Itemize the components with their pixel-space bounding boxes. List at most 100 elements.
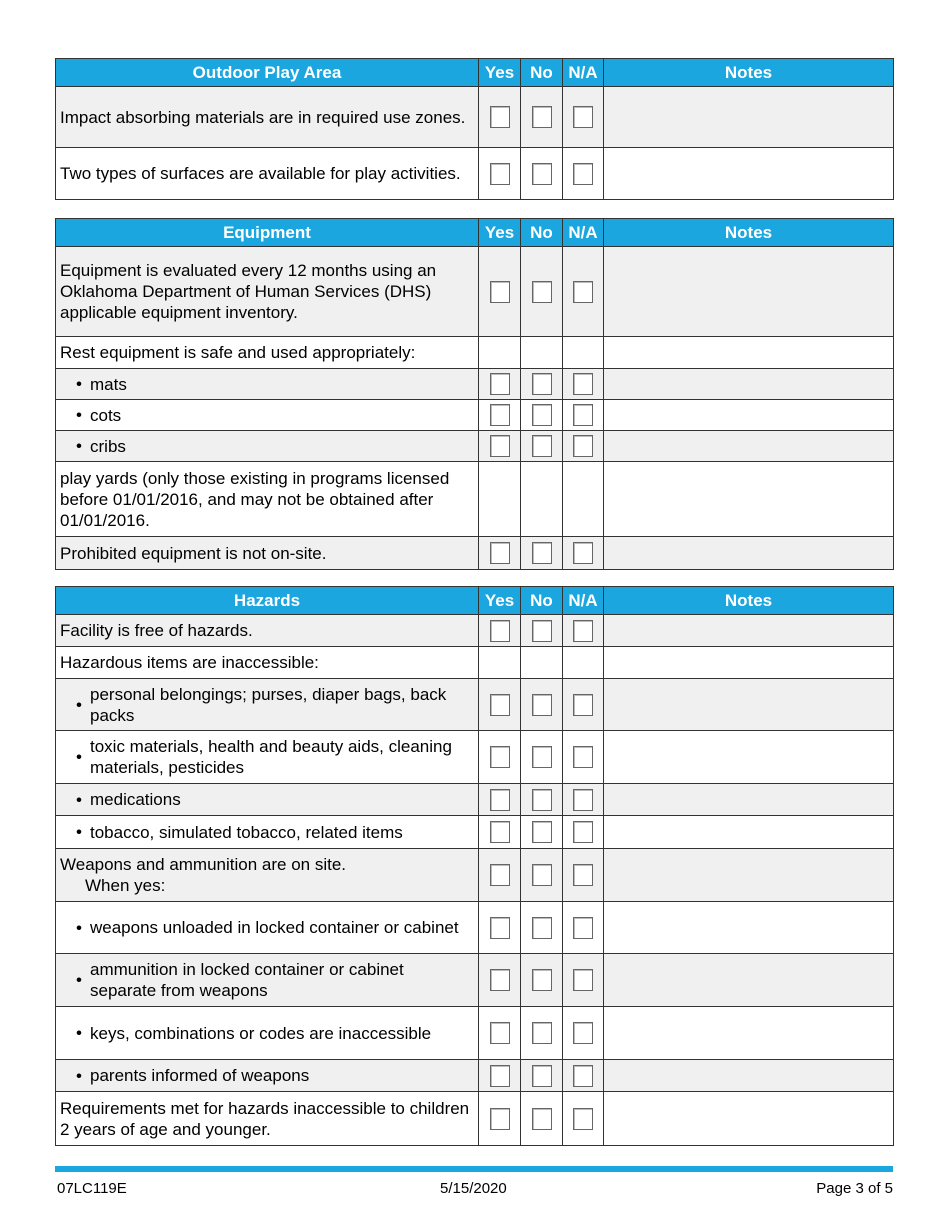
item-text-cell: • keys, combinations or codes are inacces…	[55, 1006, 479, 1060]
item-text-cell: Equipment is evaluated every 12 months u…	[55, 246, 479, 337]
yes-checkbox[interactable]	[489, 1107, 510, 1130]
notes-field[interactable]	[603, 536, 894, 570]
yes-checkbox[interactable]	[489, 821, 510, 844]
notes-header: Notes	[603, 218, 894, 247]
checklist-row: • mats	[55, 368, 894, 400]
yes-checkbox[interactable]	[489, 404, 510, 427]
no-header: No	[520, 58, 563, 87]
notes-field[interactable]	[603, 953, 894, 1007]
na-checkbox[interactable]	[573, 693, 593, 716]
na-checkbox[interactable]	[573, 162, 593, 185]
notes-field[interactable]	[603, 1059, 894, 1092]
notes-field[interactable]	[603, 848, 894, 902]
yes-checkbox[interactable]	[489, 373, 510, 396]
na-checkbox[interactable]	[573, 1022, 593, 1045]
yes-header: Yes	[478, 58, 521, 87]
yes-checkbox[interactable]	[489, 435, 510, 458]
na-cell	[562, 336, 604, 369]
notes-field[interactable]	[603, 783, 894, 816]
no-checkbox[interactable]	[531, 1064, 552, 1087]
no-checkbox[interactable]	[531, 280, 552, 303]
notes-field[interactable]	[603, 399, 894, 431]
item-text: keys, combinations or codes are inaccess…	[90, 1023, 432, 1043]
bullet-icon: •	[76, 374, 82, 394]
yes-checkbox[interactable]	[489, 864, 510, 887]
notes-field[interactable]	[603, 147, 894, 200]
notes-header: Notes	[603, 586, 894, 615]
yes-cell	[478, 86, 521, 148]
na-cell	[562, 783, 604, 816]
notes-field[interactable]	[603, 614, 894, 647]
na-checkbox[interactable]	[573, 746, 593, 769]
notes-field[interactable]	[603, 901, 894, 954]
no-checkbox[interactable]	[531, 693, 552, 716]
item-text-cell: • medications	[55, 783, 479, 816]
no-checkbox[interactable]	[531, 619, 552, 642]
notes-field[interactable]	[603, 368, 894, 400]
no-checkbox[interactable]	[531, 916, 552, 939]
item-text-cell: Hazardous items are inaccessible:	[55, 646, 479, 679]
na-checkbox[interactable]	[573, 435, 593, 458]
na-checkbox[interactable]	[573, 1107, 593, 1130]
notes-field[interactable]	[603, 86, 894, 148]
no-checkbox[interactable]	[531, 404, 552, 427]
no-checkbox[interactable]	[531, 542, 552, 565]
no-checkbox[interactable]	[531, 969, 552, 992]
no-checkbox[interactable]	[531, 106, 552, 129]
no-cell	[520, 646, 563, 679]
yes-checkbox[interactable]	[489, 1022, 510, 1045]
na-checkbox[interactable]	[573, 619, 593, 642]
na-checkbox[interactable]	[573, 280, 593, 303]
na-checkbox[interactable]	[573, 106, 593, 129]
yes-checkbox[interactable]	[489, 916, 510, 939]
checklist-row: play yards (only those existing in progr…	[55, 461, 894, 537]
yes-cell	[478, 147, 521, 200]
checklist-row: Rest equipment is safe and used appropri…	[55, 336, 894, 369]
no-checkbox[interactable]	[531, 435, 552, 458]
no-checkbox[interactable]	[531, 864, 552, 887]
no-checkbox[interactable]	[531, 821, 552, 844]
yes-checkbox[interactable]	[489, 788, 510, 811]
bullet-icon: •	[76, 1023, 82, 1043]
item-text-cell: Rest equipment is safe and used appropri…	[55, 336, 479, 369]
yes-checkbox[interactable]	[489, 106, 510, 129]
yes-checkbox[interactable]	[489, 280, 510, 303]
yes-checkbox[interactable]	[489, 1064, 510, 1087]
yes-checkbox[interactable]	[489, 693, 510, 716]
notes-field[interactable]	[603, 678, 894, 731]
no-checkbox[interactable]	[531, 746, 552, 769]
notes-field[interactable]	[603, 430, 894, 462]
na-cell	[562, 646, 604, 679]
na-checkbox[interactable]	[573, 969, 593, 992]
bullet-icon: •	[76, 918, 82, 937]
na-checkbox[interactable]	[573, 821, 593, 844]
checklist-row: • tobacco, simulated tobacco, related ite…	[55, 815, 894, 849]
notes-field[interactable]	[603, 1091, 894, 1146]
notes-field[interactable]	[603, 246, 894, 337]
na-header: N/A	[562, 218, 604, 247]
no-checkbox[interactable]	[531, 788, 552, 811]
na-checkbox[interactable]	[573, 788, 593, 811]
na-checkbox[interactable]	[573, 373, 593, 396]
yes-checkbox[interactable]	[489, 969, 510, 992]
notes-field[interactable]	[603, 1006, 894, 1060]
na-cell	[562, 461, 604, 537]
yes-checkbox[interactable]	[489, 746, 510, 769]
na-cell	[562, 1091, 604, 1146]
item-text: Equipment is evaluated every 12 months u…	[60, 261, 437, 322]
no-checkbox[interactable]	[531, 162, 552, 185]
notes-field[interactable]	[603, 815, 894, 849]
no-checkbox[interactable]	[531, 1022, 552, 1045]
na-checkbox[interactable]	[573, 864, 593, 887]
na-cell	[562, 614, 604, 647]
yes-checkbox[interactable]	[489, 619, 510, 642]
no-checkbox[interactable]	[531, 1107, 552, 1130]
na-checkbox[interactable]	[573, 404, 593, 427]
yes-checkbox[interactable]	[489, 542, 510, 565]
na-checkbox[interactable]	[573, 542, 593, 565]
notes-field[interactable]	[603, 730, 894, 784]
yes-checkbox[interactable]	[489, 162, 510, 185]
na-checkbox[interactable]	[573, 1064, 593, 1087]
no-checkbox[interactable]	[531, 373, 552, 396]
na-checkbox[interactable]	[573, 916, 593, 939]
